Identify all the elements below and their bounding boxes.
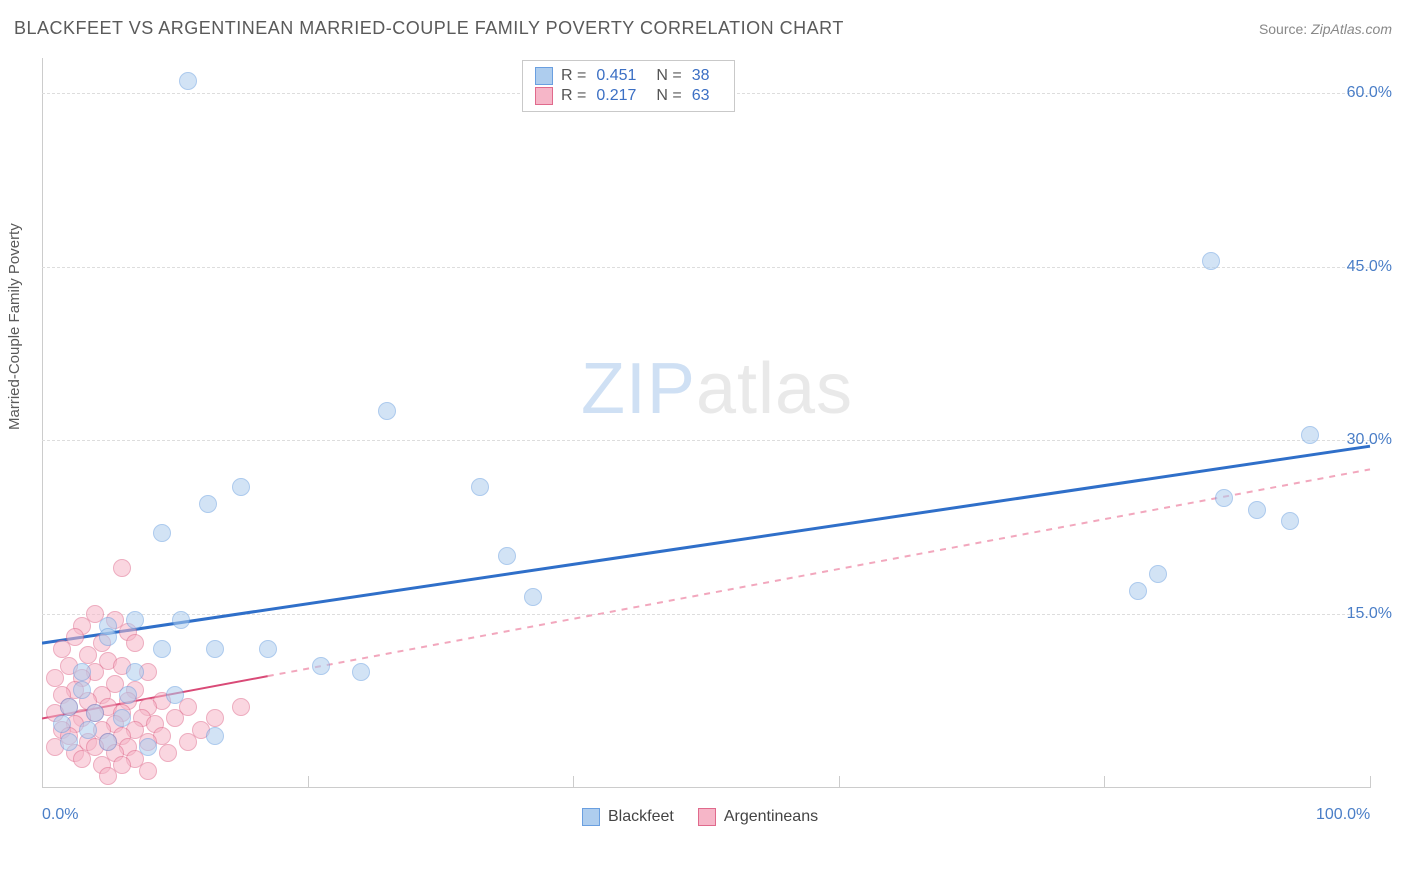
data-point-blackfeet (126, 663, 144, 681)
gridline-h (42, 614, 1370, 615)
data-point-blackfeet (312, 657, 330, 675)
data-point-blackfeet (1202, 252, 1220, 270)
data-point-argentineans (166, 709, 184, 727)
data-point-argentineans (179, 733, 197, 751)
data-point-blackfeet (153, 640, 171, 658)
legend-row-blackfeet: R = 0.451 N = 38 (535, 67, 722, 85)
legend-item-argentineans: Argentineans (698, 808, 818, 826)
source-attribution: Source: ZipAtlas.com (1259, 21, 1392, 37)
data-point-blackfeet (73, 681, 91, 699)
series-legend: Blackfeet Argentineans (582, 808, 818, 826)
x-tick-label: 100.0% (1316, 806, 1370, 824)
watermark-atlas: atlas (696, 349, 853, 429)
data-point-blackfeet (1129, 582, 1147, 600)
data-point-blackfeet (1215, 489, 1233, 507)
data-point-blackfeet (139, 738, 157, 756)
correlation-legend: R = 0.451 N = 38 R = 0.217 N = 63 (522, 60, 735, 112)
watermark: ZIPatlas (581, 348, 853, 430)
data-point-blackfeet (378, 402, 396, 420)
data-point-blackfeet (1149, 565, 1167, 583)
y-tick-label: 45.0% (1347, 258, 1392, 276)
x-tick (308, 776, 309, 788)
x-tick (42, 776, 43, 788)
n-label: N = (656, 87, 681, 105)
data-point-blackfeet (79, 721, 97, 739)
data-point-blackfeet (524, 588, 542, 606)
data-point-argentineans (232, 698, 250, 716)
data-point-blackfeet (86, 704, 104, 722)
chart-title: BLACKFEET VS ARGENTINEAN MARRIED-COUPLE … (14, 18, 844, 39)
data-point-blackfeet (352, 663, 370, 681)
y-tick-label: 60.0% (1347, 84, 1392, 102)
data-point-blackfeet (1301, 426, 1319, 444)
source-value: ZipAtlas.com (1311, 21, 1392, 37)
scatter-chart: ZIPatlas 15.0%30.0%45.0%60.0%0.0%100.0% … (42, 58, 1392, 828)
data-point-blackfeet (60, 698, 78, 716)
n-label: N = (656, 67, 681, 85)
data-point-blackfeet (199, 495, 217, 513)
data-point-blackfeet (259, 640, 277, 658)
data-point-argentineans (126, 634, 144, 652)
x-tick-label: 0.0% (42, 806, 78, 824)
data-point-blackfeet (471, 478, 489, 496)
data-point-blackfeet (1248, 501, 1266, 519)
r-value-blackfeet: 0.451 (596, 67, 636, 85)
gridline-h (42, 440, 1370, 441)
legend-item-blackfeet: Blackfeet (582, 808, 674, 826)
data-point-blackfeet (73, 663, 91, 681)
x-tick (1370, 776, 1371, 788)
y-axis-label: Married-Couple Family Poverty (6, 223, 23, 430)
gridline-h (42, 267, 1370, 268)
legend-label-argentineans: Argentineans (724, 808, 818, 826)
y-tick-label: 15.0% (1347, 605, 1392, 623)
r-value-argentineans: 0.217 (596, 87, 636, 105)
data-point-argentineans (139, 762, 157, 780)
r-label: R = (561, 87, 586, 105)
data-point-blackfeet (206, 727, 224, 745)
x-tick (1104, 776, 1105, 788)
data-point-blackfeet (166, 686, 184, 704)
data-point-blackfeet (53, 715, 71, 733)
legend-swatch-argentineans-icon (698, 808, 716, 826)
legend-swatch-argentineans (535, 87, 553, 105)
n-value-argentineans: 63 (692, 87, 710, 105)
data-point-blackfeet (113, 709, 131, 727)
data-point-argentineans (73, 750, 91, 768)
r-label: R = (561, 67, 586, 85)
legend-swatch-blackfeet-icon (582, 808, 600, 826)
data-point-blackfeet (60, 733, 78, 751)
legend-row-argentineans: R = 0.217 N = 63 (535, 87, 722, 105)
source-label: Source: (1259, 21, 1307, 37)
data-point-blackfeet (153, 524, 171, 542)
n-value-blackfeet: 38 (692, 67, 710, 85)
legend-label-blackfeet: Blackfeet (608, 808, 674, 826)
data-point-argentineans (99, 767, 117, 785)
y-axis-line (42, 58, 43, 788)
x-axis-line (42, 787, 1370, 788)
data-point-argentineans (113, 559, 131, 577)
data-point-argentineans (53, 640, 71, 658)
watermark-zip: ZIP (581, 349, 696, 429)
data-point-blackfeet (99, 733, 117, 751)
y-tick-label: 30.0% (1347, 431, 1392, 449)
data-point-blackfeet (99, 628, 117, 646)
data-point-blackfeet (206, 640, 224, 658)
data-point-blackfeet (498, 547, 516, 565)
data-point-argentineans (79, 646, 97, 664)
legend-swatch-blackfeet (535, 67, 553, 85)
data-point-blackfeet (179, 72, 197, 90)
data-point-blackfeet (172, 611, 190, 629)
x-tick (573, 776, 574, 788)
data-point-argentineans (159, 744, 177, 762)
data-point-blackfeet (119, 686, 137, 704)
x-tick (839, 776, 840, 788)
data-point-blackfeet (1281, 512, 1299, 530)
data-point-blackfeet (126, 611, 144, 629)
data-point-blackfeet (232, 478, 250, 496)
data-point-argentineans (46, 669, 64, 687)
